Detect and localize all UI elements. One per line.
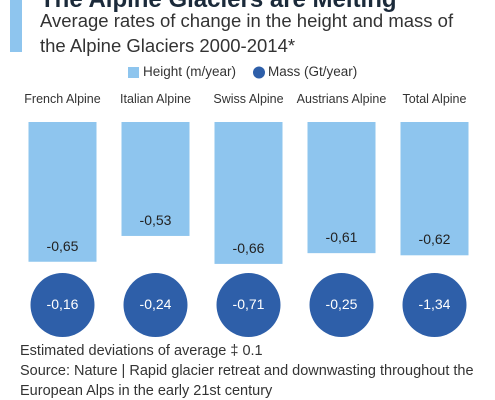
chart-title: The Alpine Glaciers are Melting	[40, 0, 397, 14]
value-label: -0,66	[232, 239, 265, 256]
mass-label: -0,71	[232, 296, 265, 312]
mass-circle	[216, 273, 281, 337]
footnote: Estimated deviations of average ‡ 0.1	[20, 343, 263, 359]
legend-entry: Mass (Gt/year)	[268, 64, 358, 79]
mass-label: -0,25	[325, 296, 358, 312]
mass-circle	[402, 273, 467, 337]
source: Source: Nature | Rapid glacier retreat a…	[20, 363, 474, 399]
value-label: -0,62	[418, 231, 451, 248]
category-label: Austrians Alpine	[296, 92, 387, 106]
legend-entry: Height (m/year)	[143, 64, 237, 79]
accent-bar	[10, 0, 22, 52]
mass-circle	[309, 273, 374, 337]
mass-label: -1,34	[418, 296, 451, 312]
legend-swatch	[128, 67, 139, 78]
mass-label: -0,16	[46, 296, 79, 312]
value-label: -0,65	[46, 237, 79, 254]
bar	[400, 122, 469, 256]
bar	[121, 122, 190, 236]
mass-circle	[123, 273, 188, 337]
category-label: Total Alpine	[402, 92, 467, 106]
mass-label: -0,24	[139, 296, 172, 312]
bar	[28, 122, 97, 262]
bar	[214, 122, 283, 264]
mass-circle	[30, 273, 95, 337]
category-label: Swiss Alpine	[213, 92, 284, 106]
value-label: -0,61	[325, 229, 358, 246]
bar	[307, 122, 376, 254]
value-label: -0,53	[139, 211, 172, 228]
chart-subtitle: Average rates of change in the height an…	[40, 10, 454, 56]
category-label: Italian Alpine	[120, 92, 191, 106]
legend-swatch	[253, 66, 265, 79]
category-label: French Alpine	[24, 92, 101, 106]
